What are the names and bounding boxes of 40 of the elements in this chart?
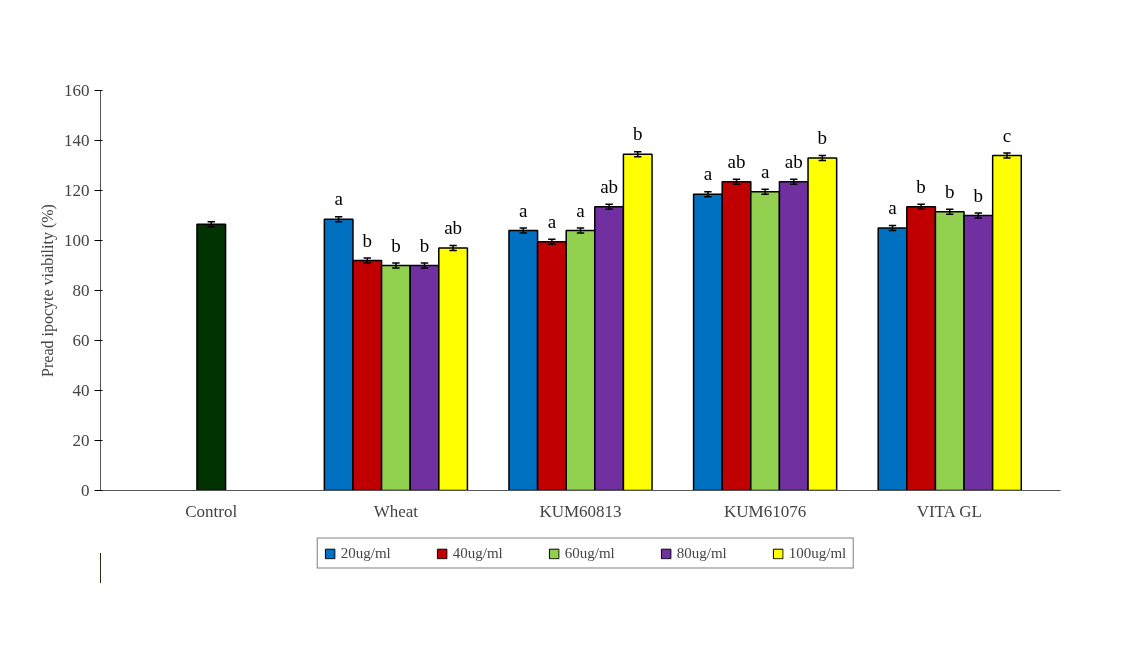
y-axis-title: Pread ipocyte viability (%): [39, 204, 57, 377]
x-tick-label: Wheat: [373, 501, 419, 521]
data-label: ab: [600, 175, 619, 197]
y-tick-label: 20: [72, 431, 90, 450]
data-label: b: [391, 234, 401, 256]
data-label: a: [519, 199, 529, 221]
data-label: a: [760, 160, 770, 182]
legend-label: 80ug/ml: [676, 544, 727, 562]
data-label: a: [334, 188, 344, 210]
legend-label: 60ug/ml: [564, 544, 615, 562]
data-label: a: [576, 199, 586, 221]
legend-label: 100ug/ml: [788, 544, 847, 562]
y-tick-label: 60: [72, 331, 90, 350]
data-label: b: [632, 123, 643, 145]
x-tick-label: KUM61076: [724, 501, 807, 521]
data-label: b: [944, 180, 955, 202]
data-label: ab: [444, 217, 463, 238]
data-label: b: [817, 127, 828, 148]
data-label: a: [888, 197, 898, 218]
x-tick-label: VITA GL: [916, 501, 982, 521]
data-label: ab: [784, 150, 803, 172]
data-label: b: [419, 234, 430, 256]
legend-label: 20ug/ml: [340, 544, 391, 562]
y-tick-label: 120: [64, 181, 90, 200]
x-tick-label: KUM60813: [539, 501, 622, 521]
data-label: c: [1002, 124, 1012, 146]
y-tick-label: 160: [64, 81, 90, 100]
y-tick-label: 40: [72, 381, 90, 400]
y-tick-label: 100: [64, 231, 90, 250]
x-tick-label: Control: [185, 501, 238, 521]
y-tick-label: 0: [81, 481, 90, 500]
data-label: b: [973, 184, 984, 206]
data-label: a: [547, 210, 557, 232]
y-tick-label: 140: [64, 131, 90, 150]
y-tick-label: 80: [72, 281, 90, 300]
data-label: ab: [727, 150, 746, 172]
data-label: b: [362, 229, 373, 251]
legend-label: 40ug/ml: [452, 544, 503, 562]
data-label: a: [703, 163, 713, 185]
data-label: b: [916, 175, 926, 197]
